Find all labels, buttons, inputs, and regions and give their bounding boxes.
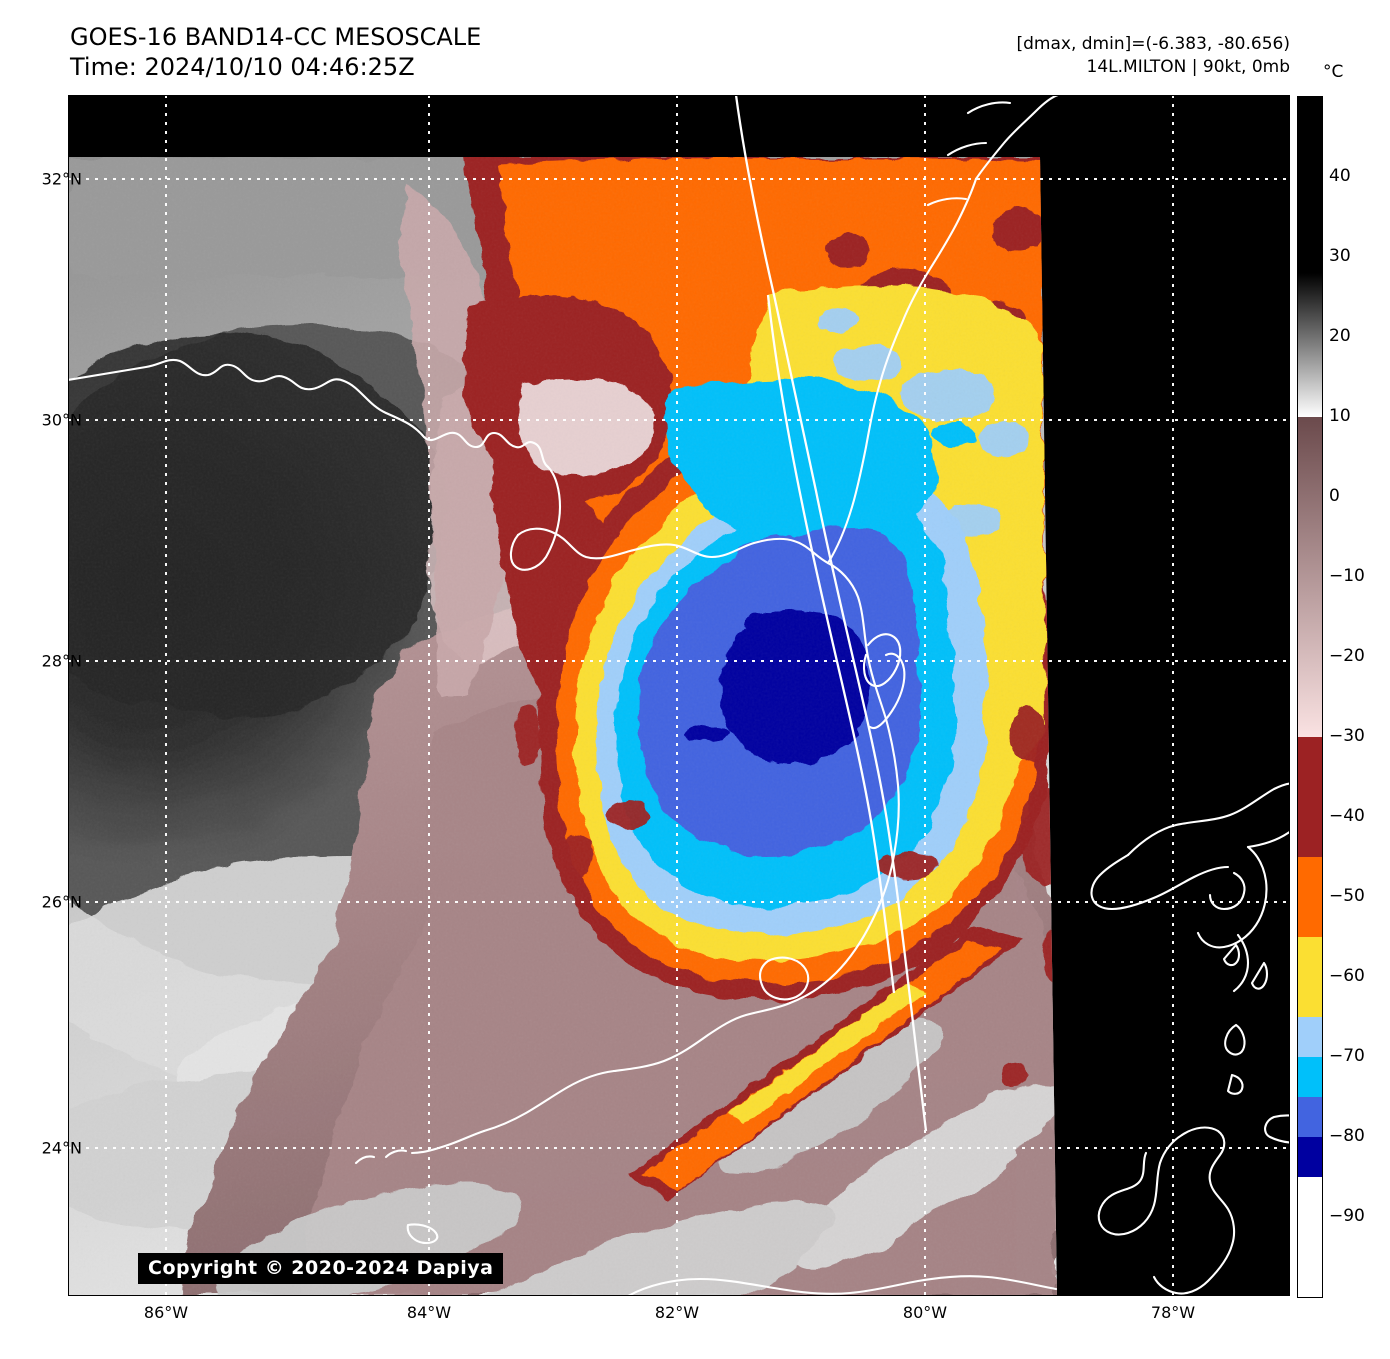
lat-tick-32n: 32°N xyxy=(41,169,82,189)
figure-title: GOES-16 BAND14-CC MESOSCALE Time: 2024/1… xyxy=(70,22,481,82)
colorbar-tick-10: 10 xyxy=(1329,406,1351,426)
temperature-colorbar xyxy=(1297,96,1323,1298)
lat-tick-26n: 26°N xyxy=(41,892,82,912)
lon-tick-84w: 84°W xyxy=(406,1303,452,1322)
title-line-time: Time: 2024/10/10 04:46:25Z xyxy=(70,53,415,81)
colorbar-tick-20: 20 xyxy=(1329,326,1351,346)
colorbar-tick-neg70: −70 xyxy=(1329,1046,1365,1066)
colorbar-tick-30: 30 xyxy=(1329,246,1351,266)
coastline-overlay xyxy=(68,95,1290,1296)
colorbar-tick-neg90: −90 xyxy=(1329,1206,1365,1226)
colorbar-tick-neg50: −50 xyxy=(1329,886,1365,906)
metadata-dmax-dmin: [dmax, dmin]=(-6.383, -80.656) xyxy=(1016,34,1291,54)
colorbar-tick-0: 0 xyxy=(1329,486,1340,506)
lat-tick-30n: 30°N xyxy=(41,410,82,430)
lon-tick-82w: 82°W xyxy=(654,1303,700,1322)
colorbar-tick-neg60: −60 xyxy=(1329,966,1365,986)
graticule xyxy=(68,95,1290,1296)
map-panel: Copyright © 2020-2024 Dapiya xyxy=(68,95,1290,1296)
storm-track-line xyxy=(734,95,928,1132)
colorbar-tick-neg10: −10 xyxy=(1329,566,1365,586)
lat-tick-28n: 28°N xyxy=(41,651,82,671)
colorbar-tick-neg40: −40 xyxy=(1329,806,1365,826)
lat-tick-24n: 24°N xyxy=(41,1138,82,1158)
metadata-storm-info: 14L.MILTON | 90kt, 0mb xyxy=(1086,57,1290,77)
colorbar-tick-neg30: −30 xyxy=(1329,726,1365,746)
copyright-banner: Copyright © 2020-2024 Dapiya xyxy=(138,1253,504,1284)
colorbar-tick-40: 40 xyxy=(1329,166,1351,186)
satellite-imagery-swath xyxy=(68,95,1290,1296)
lon-tick-86w: 86°W xyxy=(143,1303,189,1322)
lon-tick-80w: 80°W xyxy=(902,1303,948,1322)
colorbar-gradient xyxy=(1298,97,1322,1297)
title-line-product: GOES-16 BAND14-CC MESOSCALE xyxy=(70,23,482,51)
colorbar-unit-label: °C xyxy=(1323,62,1344,82)
colorbar-tick-neg80: −80 xyxy=(1329,1126,1365,1146)
colorbar-tick-neg20: −20 xyxy=(1329,646,1365,666)
lon-tick-78w: 78°W xyxy=(1150,1303,1196,1322)
figure-metadata: [dmax, dmin]=(-6.383, -80.656) 14L.MILTO… xyxy=(1017,33,1291,79)
